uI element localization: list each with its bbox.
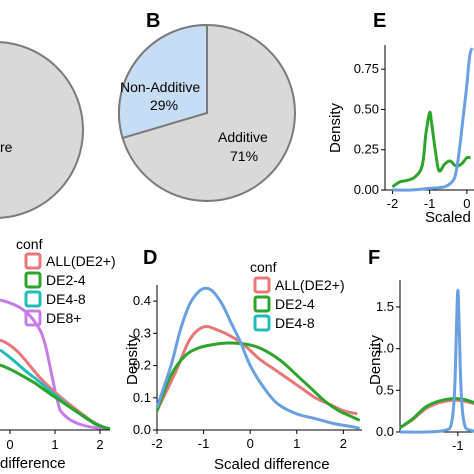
panel-c-legend-label-1: DE2-4	[46, 272, 86, 288]
panel-d-xtick-label: 2	[340, 436, 347, 451]
panel-c-legend-label-0: ALL(DE2+)	[46, 253, 116, 269]
panel-d-xtick-label: 1	[293, 436, 300, 451]
panel-d-xtick-label: 0	[247, 436, 254, 451]
panel-f-series-2	[399, 288, 474, 434]
pie-b-label-nonadditive: Non-Additive	[120, 79, 200, 95]
panel-f-ytick-label: 1.5	[376, 299, 394, 314]
panel-d-series-2	[155, 286, 361, 430]
panel-e-series-1	[392, 47, 474, 192]
panel-d-xtick-label: -1	[198, 436, 210, 451]
panel-f-ytick-label: 0.0	[376, 424, 394, 439]
panel-c-legend-swatch-1	[24, 271, 42, 289]
panel-c: conf ALL(DE2+) DE2-4 DE4-8 DE8+ 0 1 2 differe…	[0, 236, 116, 472]
panel-f-xtick-label: -1	[452, 438, 464, 453]
panel-e-ytick-label: 0.00	[354, 182, 379, 197]
panel-d-ylabel: Density	[124, 334, 141, 385]
panel-d-legend-label-0: ALL(DE2+)	[275, 277, 345, 293]
panel-c-legend-swatch-3	[24, 309, 42, 327]
panel-d-legend-swatch-2	[253, 314, 271, 332]
panel-c-legend-label-2: DE4-8	[46, 291, 86, 307]
panel-d-legend-label-2: DE4-8	[275, 315, 315, 331]
pie-a-label: re	[0, 139, 13, 155]
panel-c-legend-swatch-2	[24, 290, 42, 308]
panel-c-series-0	[0, 298, 111, 431]
panel-e-ytick-label: 0.75	[354, 61, 379, 76]
panel-e: E Density 0.00 0.25 0.50 0.75 -2 -1 0 Scaled	[327, 10, 474, 226]
panel-e-xlabel: Scaled	[425, 209, 471, 226]
panel-d-ytick-label: 0.2	[133, 358, 151, 373]
panel-d-xtick-label: -2	[151, 436, 163, 451]
pie-b-slice-nonadditive	[117, 23, 208, 140]
panel-d-legend-swatch-1	[253, 295, 271, 313]
panel-c-xlabel: difference	[0, 455, 66, 472]
panel-d: D Density 0.0 0.1 0.2 0.3 0.4 -2 -1 0 1 2 conf A…	[124, 247, 362, 473]
panel-letter-d: D	[143, 247, 157, 269]
panel-d-series-1	[155, 341, 361, 422]
panel-c-xtick-label: 1	[51, 437, 58, 452]
panel-e-ytick-label: 0.25	[354, 142, 379, 157]
panel-d-ytick-label: 0.3	[133, 325, 151, 340]
panel-c-legend-swatch-0	[24, 252, 42, 270]
pie-b-pct-additive: 71%	[230, 148, 258, 164]
panel-c-legend-label-3: DE8+	[46, 310, 81, 326]
panel-c-series-3	[0, 363, 111, 431]
panel-a: re	[0, 41, 84, 219]
panel-c-xtick-label: 2	[96, 437, 103, 452]
pie-b-label-additive: Additive	[218, 129, 268, 145]
panel-e-xtick-label: -1	[424, 196, 436, 211]
panel-f-ytick-label: 1.0	[376, 341, 394, 356]
panel-e-xtick-label: -2	[387, 196, 399, 211]
panel-letter-e: E	[373, 10, 386, 32]
panel-e-ylabel: Density	[327, 102, 344, 153]
panel-f: F Density 0.0 0.5 1.0 1.5 -1	[367, 247, 474, 453]
panel-f-series-1	[399, 396, 474, 430]
pie-b-pct-nonadditive: 29%	[150, 97, 178, 113]
panel-e-xtick-label: 0	[463, 196, 470, 211]
panel-d-ytick-label: 0.0	[133, 422, 151, 437]
panel-d-ytick-label: 0.1	[133, 390, 151, 405]
pie-a-slice-additive	[0, 41, 84, 219]
panel-d-legend-swatch-0	[253, 276, 271, 294]
panel-d-ytick-label: 0.4	[133, 293, 151, 308]
panel-d-legend-label-1: DE2-4	[275, 296, 315, 312]
panel-d-xlabel: Scaled difference	[214, 456, 330, 473]
panel-letter-f: F	[368, 247, 380, 269]
panel-f-ylabel: Density	[367, 334, 384, 385]
panel-letter-b: B	[146, 10, 160, 32]
panel-f-ytick-label: 0.5	[376, 382, 394, 397]
panel-c-legend-title: conf	[16, 236, 43, 252]
panel-d-legend-title: conf	[250, 259, 277, 275]
panel-e-ytick-label: 0.50	[354, 101, 379, 116]
panel-c-xtick-label: 0	[6, 437, 13, 452]
panel-d-series-0	[155, 325, 358, 416]
panel-b: B Non-Additive 29% Additive 71%	[117, 10, 296, 202]
